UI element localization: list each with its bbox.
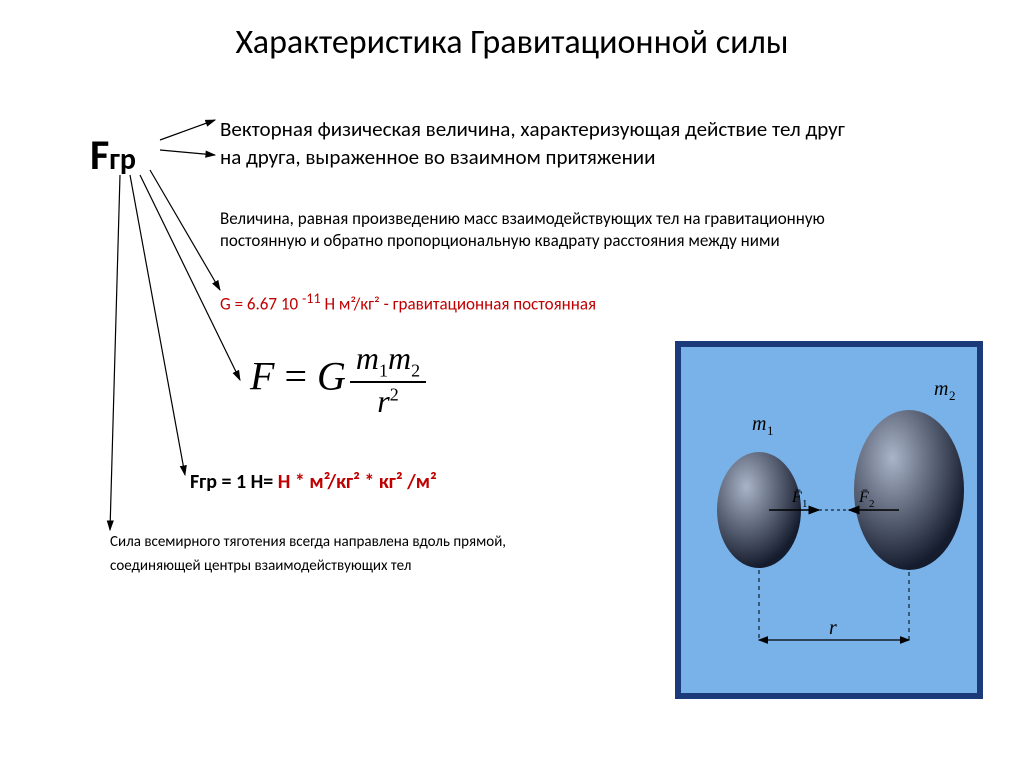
svg-text:m: m — [752, 413, 766, 435]
direction-text: Сила всемирного тяготения всегда направл… — [110, 530, 510, 578]
gravitation-diagram: m 1 m 2 F̄ 1 F̄ 2 r — [674, 340, 984, 700]
force-symbol: Fгр — [90, 130, 136, 181]
slide-title: Характеристика Гравитационной силы — [0, 0, 1024, 63]
svg-text:2: 2 — [869, 498, 875, 510]
newton-formula: F = G m1m2 r2 — [250, 340, 426, 420]
svg-text:2: 2 — [949, 388, 956, 403]
gravitational-constant: G = 6.67 10 -11 Н м²/кг² - гравитационна… — [220, 290, 596, 315]
definition-secondary: Величина, равная произведению масс взаим… — [220, 208, 860, 252]
definition-primary: Векторная физическая величина, характери… — [220, 115, 860, 172]
svg-text:r: r — [829, 617, 837, 639]
units-line: Fгр = 1 Н= Н * м²/кг² * кг² /м² — [190, 470, 437, 494]
svg-text:m: m — [934, 378, 948, 400]
svg-text:F̄: F̄ — [858, 489, 869, 506]
svg-text:1: 1 — [767, 423, 774, 438]
svg-text:F̄: F̄ — [791, 489, 802, 506]
svg-text:1: 1 — [802, 498, 808, 510]
